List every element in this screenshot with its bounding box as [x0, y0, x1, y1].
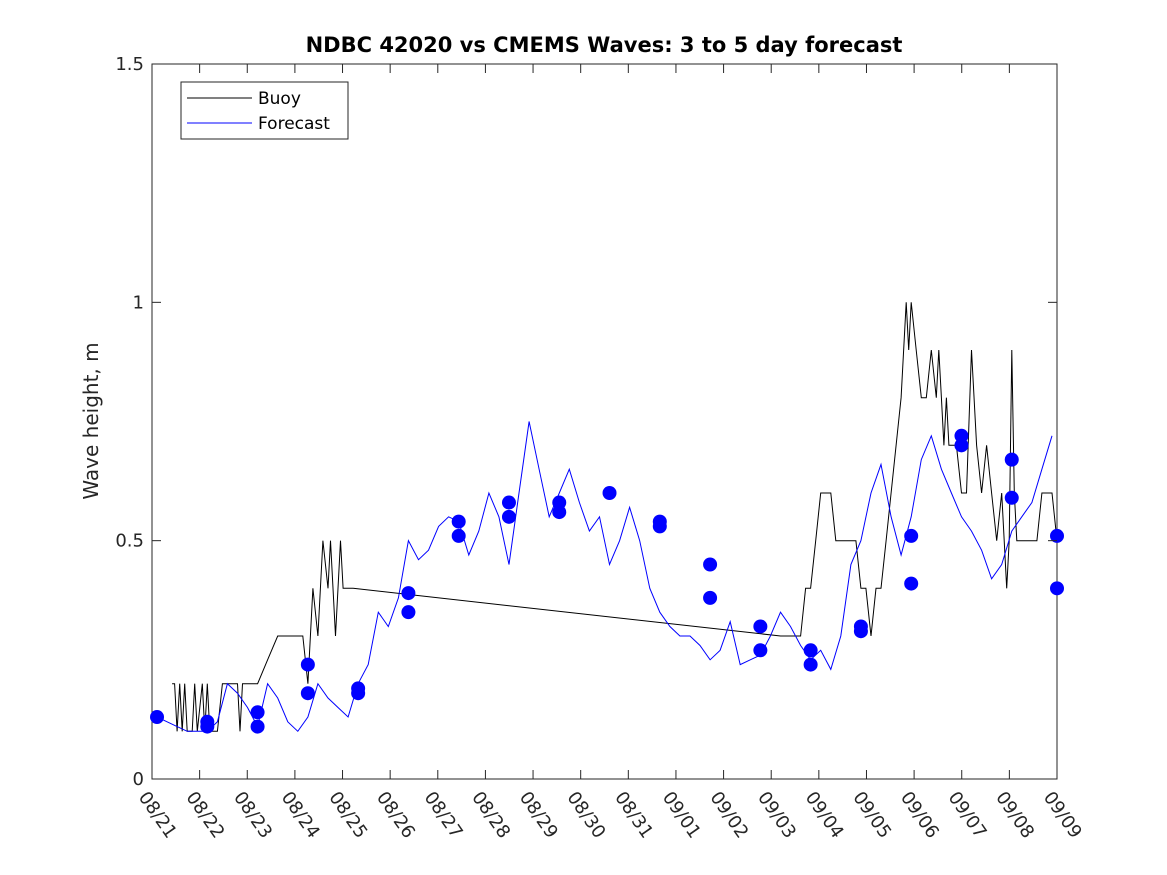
forecast-marker [250, 705, 265, 720]
forecast-marker [1004, 490, 1019, 505]
series-line-buoy [172, 302, 1058, 732]
forecast-marker [1004, 452, 1019, 467]
forecast-marker [803, 643, 818, 658]
axes-box [151, 63, 1058, 780]
forecast-marker [753, 619, 768, 634]
forecast-marker [401, 605, 416, 620]
legend-buoy-label: Buoy [258, 89, 301, 109]
plot-area [151, 63, 1058, 780]
forecast-marker [501, 495, 516, 510]
legend-forecast-label: Forecast [258, 114, 330, 134]
chart-title: NDBC 42020 vs CMEMS Waves: 3 to 5 day fo… [306, 33, 903, 57]
forecast-marker [1050, 528, 1064, 543]
y-tick-label: 1.5 [115, 54, 144, 75]
legend-box [180, 81, 349, 140]
forecast-marker [602, 486, 617, 500]
forecast-marker [853, 619, 868, 634]
legend: Buoy Forecast [180, 81, 349, 140]
forecast-marker [351, 681, 366, 696]
y-tick-label: 1 [133, 292, 144, 313]
forecast-marker [300, 686, 315, 701]
forecast-marker [904, 528, 919, 543]
forecast-marker [1050, 581, 1064, 596]
series-layer [150, 302, 1064, 734]
forecast-marker [451, 514, 466, 529]
forecast-marker [300, 657, 315, 672]
forecast-marker [703, 590, 718, 605]
series-line-forecast [156, 421, 1053, 733]
forecast-marker [954, 428, 969, 443]
forecast-marker [250, 719, 265, 734]
y-axis-label: Wave height, m [79, 342, 103, 499]
y-tick-label: 0.5 [115, 531, 144, 552]
forecast-marker [200, 714, 215, 729]
forecast-marker [904, 576, 919, 591]
forecast-marker [150, 710, 165, 725]
forecast-marker [451, 528, 466, 543]
forecast-marker [652, 514, 667, 529]
y-tick-label: 0 [133, 769, 144, 790]
forecast-marker [803, 657, 818, 672]
forecast-marker [552, 495, 567, 510]
forecast-marker [501, 509, 516, 524]
forecast-marker [753, 643, 768, 658]
forecast-marker [401, 586, 416, 601]
forecast-marker [703, 557, 718, 572]
